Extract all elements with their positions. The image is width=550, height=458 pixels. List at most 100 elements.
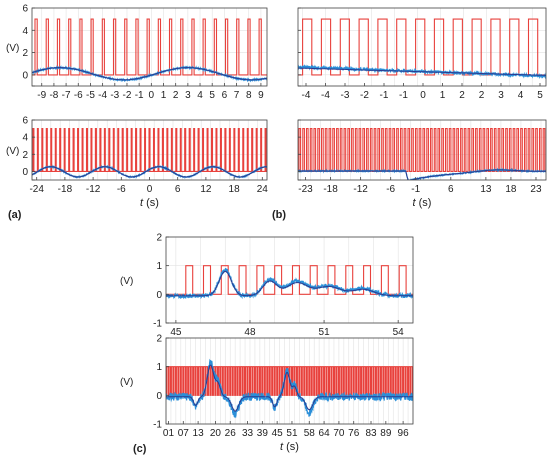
x-tick-label: 12 [200, 184, 212, 195]
x-tick-label: -7 [62, 90, 71, 101]
y-tick-label: 6 [22, 4, 28, 15]
x-tick-label: -6 [117, 184, 126, 195]
x-tick-label: 2 [479, 90, 485, 101]
x-tick-label: 1 [161, 90, 167, 101]
x-tick-label: 45 [272, 428, 284, 439]
x-tick-label: -1 [399, 90, 408, 101]
series-envelope-line [166, 364, 413, 412]
plot-frame [165, 236, 414, 324]
x-tick-label: 18 [229, 184, 241, 195]
x-tick-label: 1 [440, 90, 446, 101]
x-tick-label: 83 [365, 428, 377, 439]
x-tick-label: 3 [498, 90, 504, 101]
y-tick-label: 2 [156, 334, 162, 345]
series-pulse-line [166, 265, 413, 295]
chart-panel-1: -4 -4 -3 -2 -1 -1 0 1 2 2 3 4 5 [297, 7, 547, 101]
x-tick-label: 89 [380, 428, 392, 439]
plot-frame [297, 119, 547, 181]
x-tick-label: -1 [135, 90, 144, 101]
x-tick-label: -8 [49, 90, 58, 101]
x-tick-label: -12 [86, 184, 101, 195]
y-tick-label: -1 [153, 319, 162, 330]
x-tick-label: -2 [123, 90, 132, 101]
x-tick-label: -3 [110, 90, 119, 101]
y-tick-label: 0 [156, 391, 162, 402]
x-tick-label: 76 [348, 428, 360, 439]
series-pulse-line [166, 366, 413, 396]
x-tick-label: 3 [185, 90, 191, 101]
x-tick-label: 20 [210, 428, 222, 439]
series-envelope-line [298, 169, 546, 180]
x-tick-label: 23 [530, 184, 542, 195]
series-envelope-line [32, 166, 267, 178]
x-tick-label: 2 [173, 90, 179, 101]
series-envelope-line [298, 67, 546, 76]
x-tick-label: 5 [209, 90, 215, 101]
x-tick-label: 9 [258, 90, 264, 101]
chart-panel-4: -1 0 1 2 45 48 51 54 (V) [120, 233, 414, 338]
x-tick-label: -18 [323, 184, 338, 195]
y-tick-label: 0 [156, 290, 162, 301]
x-axis-label: t (s) [280, 441, 299, 453]
y-tick-label: 2 [22, 150, 28, 161]
x-tick-label: 54 [393, 327, 405, 338]
x-tick-label: 0 [147, 184, 153, 195]
x-tick-label: -4 [98, 90, 107, 101]
x-tick-label: -9 [37, 90, 46, 101]
panel-label: (c) [133, 443, 147, 455]
panel-label: (b) [272, 209, 286, 221]
plot-frame [165, 337, 414, 425]
series-signal-line [166, 267, 413, 300]
y-tick-label: 2 [156, 233, 162, 244]
plot-frame [31, 7, 268, 87]
y-axis-label: (V) [6, 146, 19, 157]
x-tick-label: 6 [448, 184, 454, 195]
x-tick-label: 51 [319, 327, 331, 338]
x-tick-label: 0 [149, 90, 155, 101]
x-tick-label: 2 [459, 90, 465, 101]
x-tick-label: 48 [244, 327, 256, 338]
x-tick-label: 96 [398, 428, 410, 439]
y-tick-label: 0 [22, 167, 28, 178]
y-tick-label: 6 [22, 116, 28, 127]
series-envelope-line [166, 270, 413, 297]
chart-panel-3: -23 -18 -12 -6 -1 6 13 18 23 t (s) (b) [272, 119, 547, 221]
x-tick-label: -5 [86, 90, 95, 101]
x-tick-label: 70 [333, 428, 345, 439]
x-tick-label: 01 [163, 428, 175, 439]
y-axis-label: (V) [6, 43, 19, 54]
x-tick-label: -1 [411, 184, 420, 195]
x-tick-label: -4 [302, 90, 311, 101]
x-tick-label: -24 [29, 184, 44, 195]
x-axis-label: t (s) [413, 197, 432, 209]
x-tick-label: 58 [304, 428, 316, 439]
x-tick-label: 0 [420, 90, 426, 101]
x-tick-label: -3 [341, 90, 350, 101]
y-tick-label: 4 [22, 26, 28, 37]
panel-label: (a) [8, 209, 22, 221]
y-tick-label: 1 [156, 362, 162, 373]
x-tick-label: 24 [257, 184, 269, 195]
x-tick-label: -4 [321, 90, 330, 101]
x-tick-label: 51 [286, 428, 298, 439]
x-tick-label: 4 [518, 90, 524, 101]
x-tick-label: 8 [246, 90, 252, 101]
x-tick-label: 13 [480, 184, 492, 195]
series-envelope-line [32, 67, 267, 81]
x-tick-label: 5 [537, 90, 543, 101]
x-tick-label: -6 [386, 184, 395, 195]
x-tick-label: 26 [225, 428, 237, 439]
x-tick-label: 45 [170, 327, 182, 338]
x-tick-label: -12 [353, 184, 368, 195]
x-tick-label: -18 [58, 184, 73, 195]
y-axis-label: (V) [120, 377, 133, 388]
plot-area [166, 237, 413, 323]
plot-frame [297, 7, 547, 87]
x-tick-label: 4 [197, 90, 203, 101]
x-axis-label: t (s) [140, 197, 159, 209]
x-tick-label: 7 [234, 90, 240, 101]
